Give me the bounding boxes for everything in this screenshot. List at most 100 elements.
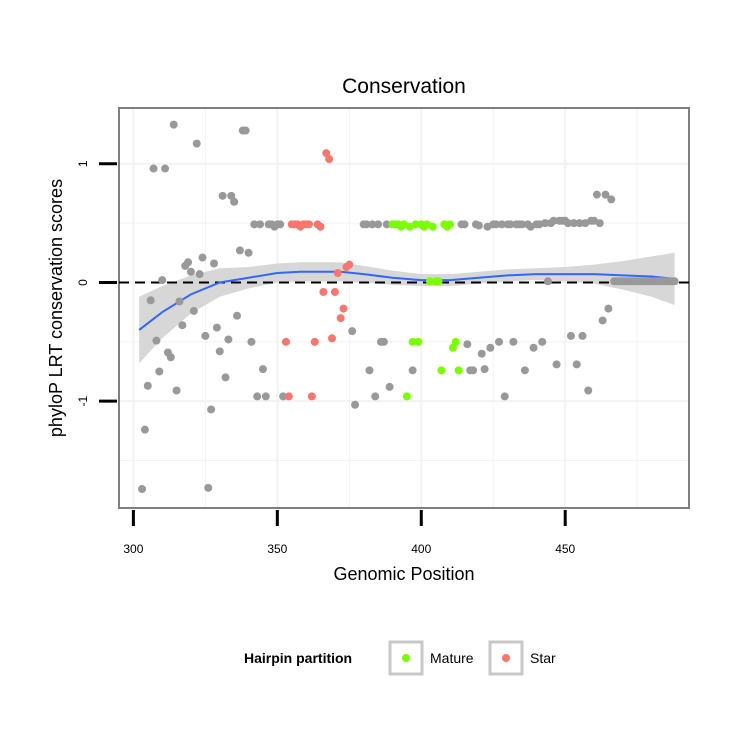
data-point-other [497, 220, 506, 229]
data-point-other [138, 485, 147, 494]
data-point-other [572, 360, 581, 369]
data-point-other [224, 335, 233, 344]
plot-panel [118, 107, 690, 509]
data-point-star [336, 314, 345, 323]
legend-label-mature: Mature [430, 650, 474, 666]
data-point-star [307, 392, 316, 401]
data-point-other [549, 216, 558, 225]
data-point-other [140, 425, 149, 434]
data-point-star [305, 220, 313, 229]
data-point-other [543, 277, 552, 286]
data-point-other [155, 367, 164, 376]
data-point-star [316, 222, 325, 231]
data-point-other [184, 258, 193, 267]
data-point-other [584, 386, 593, 395]
data-point-other [518, 220, 527, 229]
data-point-other [477, 349, 486, 358]
data-point-other [538, 337, 547, 346]
data-point-other [520, 366, 529, 375]
data-point-star [328, 334, 337, 343]
y-tick-label: -1 [76, 396, 90, 407]
data-point-other [146, 296, 155, 305]
data-point-other [348, 327, 357, 336]
x-tick-label: 400 [411, 542, 431, 556]
data-point-other [169, 120, 178, 129]
data-point-other [368, 220, 377, 229]
data-point-other [529, 343, 538, 352]
data-point-other [362, 220, 371, 229]
data-point-other [595, 219, 604, 228]
x-axis: 300 350 400 450 [123, 510, 576, 556]
confidence-band-layer [139, 252, 675, 364]
x-axis-title: Genomic Position [333, 564, 474, 584]
y-axis-title: phyloP LRT conservation scores [46, 179, 66, 437]
data-point-other [261, 392, 270, 401]
data-point-other [149, 164, 158, 173]
data-point-star [322, 149, 331, 158]
data-point-other [279, 392, 288, 401]
data-point-other [480, 365, 489, 374]
plot-background [118, 107, 690, 509]
data-point-other [215, 347, 224, 356]
data-point-mature [451, 337, 460, 346]
data-point-other [235, 246, 244, 255]
data-point-other [198, 253, 207, 262]
data-point-other [486, 343, 495, 352]
data-point-other [233, 311, 242, 320]
data-point-other [385, 382, 394, 391]
data-point-other [258, 365, 267, 374]
x-tick-label: 450 [555, 542, 575, 556]
legend-items: Mature Star [388, 640, 556, 676]
data-point-mature [437, 366, 446, 375]
data-point-mature [446, 220, 455, 229]
data-point-mature [414, 337, 423, 346]
data-point-other [463, 340, 472, 349]
data-point-other [158, 276, 167, 285]
data-point-other [166, 353, 175, 362]
data-point-other [241, 126, 250, 135]
data-point-other [566, 331, 575, 340]
y-axis: -1 0 1 [76, 160, 117, 407]
y-tick-label: 1 [76, 160, 90, 167]
data-point-other [607, 195, 616, 204]
data-point-other [204, 483, 213, 492]
data-point-other [506, 220, 515, 229]
data-point-other [592, 190, 601, 199]
data-point-other [250, 220, 259, 229]
x-tick-label: 350 [267, 542, 287, 556]
data-point-mature [402, 392, 411, 401]
data-point-other [474, 221, 483, 230]
data-point-star [333, 268, 342, 277]
data-point-other [351, 400, 360, 409]
data-point-star [284, 392, 293, 401]
data-point-other [578, 331, 587, 340]
data-point-other [408, 366, 417, 375]
confidence-band [139, 252, 675, 364]
data-point-other [500, 392, 509, 401]
data-point-other [601, 190, 610, 199]
data-point-mature [411, 220, 420, 229]
data-point-mature [434, 277, 443, 286]
data-point-other [598, 316, 607, 325]
data-point-other [569, 219, 578, 228]
data-point-other [276, 220, 285, 229]
data-point-other [178, 321, 187, 330]
smooth-line [138, 270, 675, 331]
data-point-other [207, 405, 216, 414]
data-point-other [175, 297, 184, 306]
data-point-other [221, 373, 230, 382]
data-point-mature [425, 277, 434, 286]
data-point-other [495, 337, 503, 346]
data-point-other [152, 336, 161, 345]
data-point-star [325, 155, 334, 164]
data-point-other [189, 306, 198, 315]
legend-swatch-mature [402, 654, 410, 662]
data-point-other [604, 304, 613, 313]
data-point-other [172, 386, 181, 395]
data-point-other [365, 366, 374, 375]
data-point-star [319, 287, 328, 296]
data-point-star [310, 337, 319, 346]
data-point-other [575, 219, 584, 228]
data-point-other [227, 191, 236, 200]
